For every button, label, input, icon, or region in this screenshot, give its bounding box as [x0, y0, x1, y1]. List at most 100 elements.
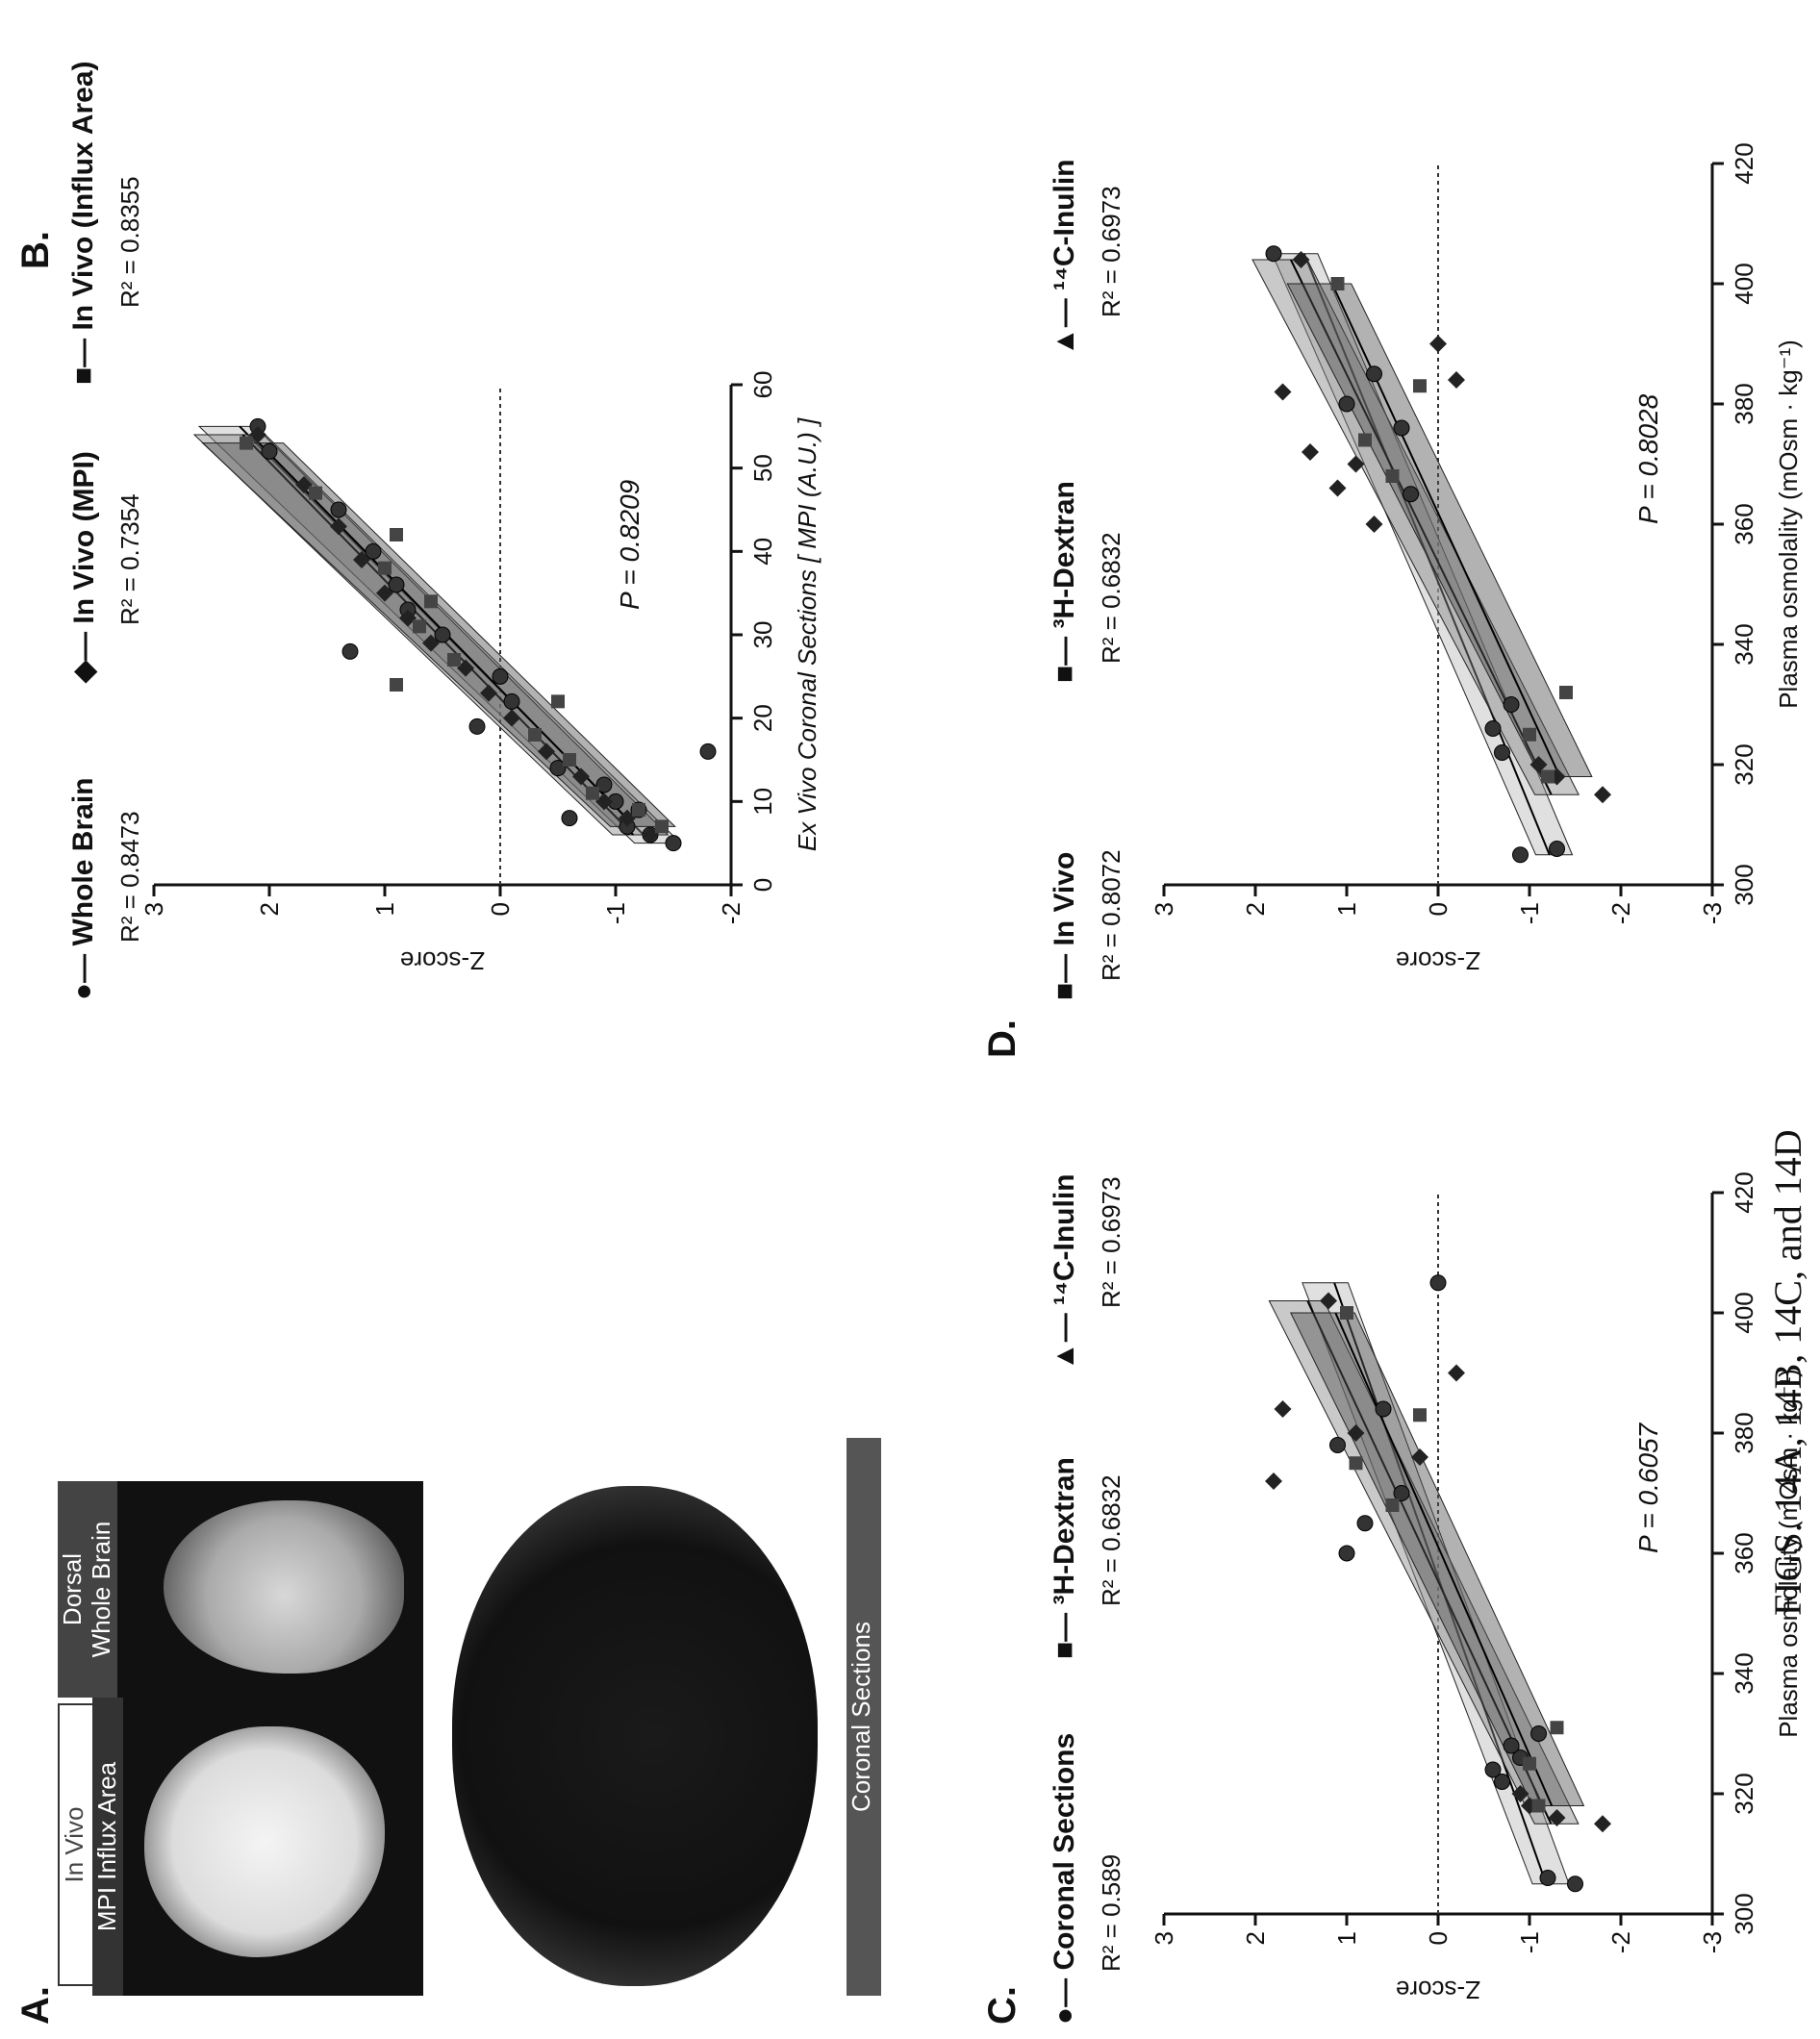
point-d-0-1 [1549, 841, 1565, 857]
x-tick-label-d-1: 320 [1730, 743, 1758, 785]
point-d-2-6 [1330, 277, 1345, 290]
x-tick-label-b-6: 60 [748, 371, 777, 399]
point-d-1-5 [1347, 455, 1365, 473]
point-c-0-3 [1484, 1761, 1502, 1778]
point-c-0-5 [1503, 1737, 1520, 1754]
point-d-0-8 [1366, 365, 1382, 383]
y-tick-label-c-6: 3 [1150, 1931, 1178, 1945]
x-tick-label-d-5: 400 [1730, 263, 1758, 304]
point-c-1-6 [1347, 1424, 1365, 1442]
point-d-2-0 [1541, 769, 1555, 784]
x-tick-label-c-4: 380 [1730, 1412, 1758, 1453]
y-tick-label-d-1: -2 [1606, 902, 1635, 924]
confidence-band-c-1 [1268, 1300, 1580, 1825]
point-d-1-9 [1429, 335, 1447, 353]
point-d-2-3 [1385, 469, 1400, 483]
point-b-2-11 [390, 528, 403, 541]
point-b-1-1 [619, 809, 636, 827]
x-tick-label-b-2: 20 [748, 704, 777, 732]
point-b-2-2 [586, 786, 599, 800]
point-b-1-2 [595, 793, 613, 811]
point-b-1-7 [457, 659, 474, 677]
y-tick-label-d-0: -3 [1698, 902, 1727, 924]
point-c-1-5 [1411, 1448, 1428, 1466]
p-value-c: P = 0.6057 [1633, 1422, 1663, 1553]
x-tick-label-d-3: 360 [1730, 503, 1758, 544]
point-b-0-6 [595, 776, 613, 793]
x-tick-label-c-2: 340 [1730, 1652, 1758, 1694]
point-b-2-12 [309, 486, 322, 500]
point-c-1-1 [1548, 1809, 1566, 1826]
point-c-0-11 [1375, 1400, 1392, 1418]
y-tick-label-d-2: -1 [1515, 902, 1544, 924]
y-tick-label-b-0: -2 [717, 902, 746, 924]
point-c-2-3 [1385, 1498, 1400, 1512]
fit-line-c-2 [1334, 1312, 1554, 1806]
point-b-0-11 [492, 667, 509, 685]
y-tick-label-b-5: 3 [139, 902, 168, 916]
point-d-0-3 [1484, 720, 1502, 737]
point-c-0-2 [1494, 1774, 1510, 1790]
point-c-0-7 [1338, 1545, 1355, 1562]
point-d-2-2 [1559, 686, 1573, 699]
point-c-0-0 [1567, 1875, 1583, 1893]
point-d-0-4 [1503, 696, 1520, 713]
y-tick-label-b-4: 2 [255, 902, 284, 916]
y-tick-label-d-5: 2 [1241, 902, 1270, 916]
point-c-1-0 [1594, 1815, 1611, 1833]
y-tick-label-c-5: 2 [1241, 1931, 1270, 1945]
y-tick-label-c-3: 0 [1424, 1931, 1453, 1945]
point-c-0-9 [1393, 1485, 1410, 1501]
point-c-0-6 [1530, 1725, 1547, 1742]
point-c-1-9 [1320, 1292, 1337, 1310]
point-b-2-0 [655, 819, 669, 834]
point-b-2-7 [447, 653, 461, 667]
x-tick-label-b-0: 0 [748, 878, 777, 892]
x-tick-label-b-1: 10 [748, 788, 777, 816]
point-d-2-1 [1523, 727, 1536, 742]
point-d-0-5 [1403, 486, 1419, 503]
p-value-b: P = 0.8209 [615, 480, 645, 610]
x-axis-label-c: Plasma osmolality (mOsm · kg⁻¹) [1774, 1369, 1803, 1738]
y-tick-label-c-4: 1 [1332, 1931, 1361, 1945]
point-d-1-3 [1365, 516, 1383, 533]
figure-caption: FIGS. 14A, 14B, 14C, and 14D [1766, 1129, 1809, 1616]
y-axis-label-b: Z-score [400, 946, 485, 975]
point-b-2-4 [528, 728, 542, 742]
x-tick-label-b-4: 40 [748, 538, 777, 566]
point-b-1-11 [353, 551, 370, 568]
x-tick-label-d-0: 300 [1730, 864, 1758, 905]
point-b-0-12 [341, 642, 359, 660]
point-c-0-1 [1539, 1870, 1556, 1886]
point-b-1-5 [503, 709, 520, 727]
x-axis-label-b: Ex Vivo Coronal Sections [ MPI (A.U.) ] [793, 417, 822, 851]
point-b-1-10 [376, 584, 393, 602]
point-d-1-10 [1292, 251, 1310, 268]
fit-line-d-2 [1330, 283, 1561, 777]
y-axis-label-d: Z-score [1396, 946, 1480, 975]
point-c-1-7 [1274, 1400, 1292, 1418]
y-tick-label-c-2: -1 [1515, 1931, 1544, 1953]
point-d-1-6 [1302, 443, 1319, 461]
point-d-0-2 [1494, 744, 1510, 761]
point-d-1-7 [1274, 383, 1292, 401]
point-b-0-17 [330, 501, 347, 518]
point-d-0-6 [1393, 419, 1410, 437]
point-c-0-10 [1329, 1437, 1346, 1453]
point-d-0-0 [1512, 846, 1529, 864]
confidence-band-d-2 [1286, 283, 1593, 777]
point-b-2-8 [413, 619, 426, 634]
point-c-2-2 [1550, 1721, 1564, 1735]
point-b-0-10 [503, 692, 520, 710]
fit-line-c-0 [1333, 1282, 1548, 1885]
point-c-2-1 [1523, 1756, 1536, 1771]
point-c-0-12 [1429, 1274, 1447, 1292]
x-tick-label-d-4: 380 [1730, 383, 1758, 424]
point-b-1-4 [538, 743, 555, 761]
p-value-d: P = 0.8028 [1633, 393, 1663, 524]
point-b-1-8 [422, 634, 440, 652]
point-b-0-18 [261, 442, 278, 460]
point-b-1-14 [249, 426, 266, 443]
